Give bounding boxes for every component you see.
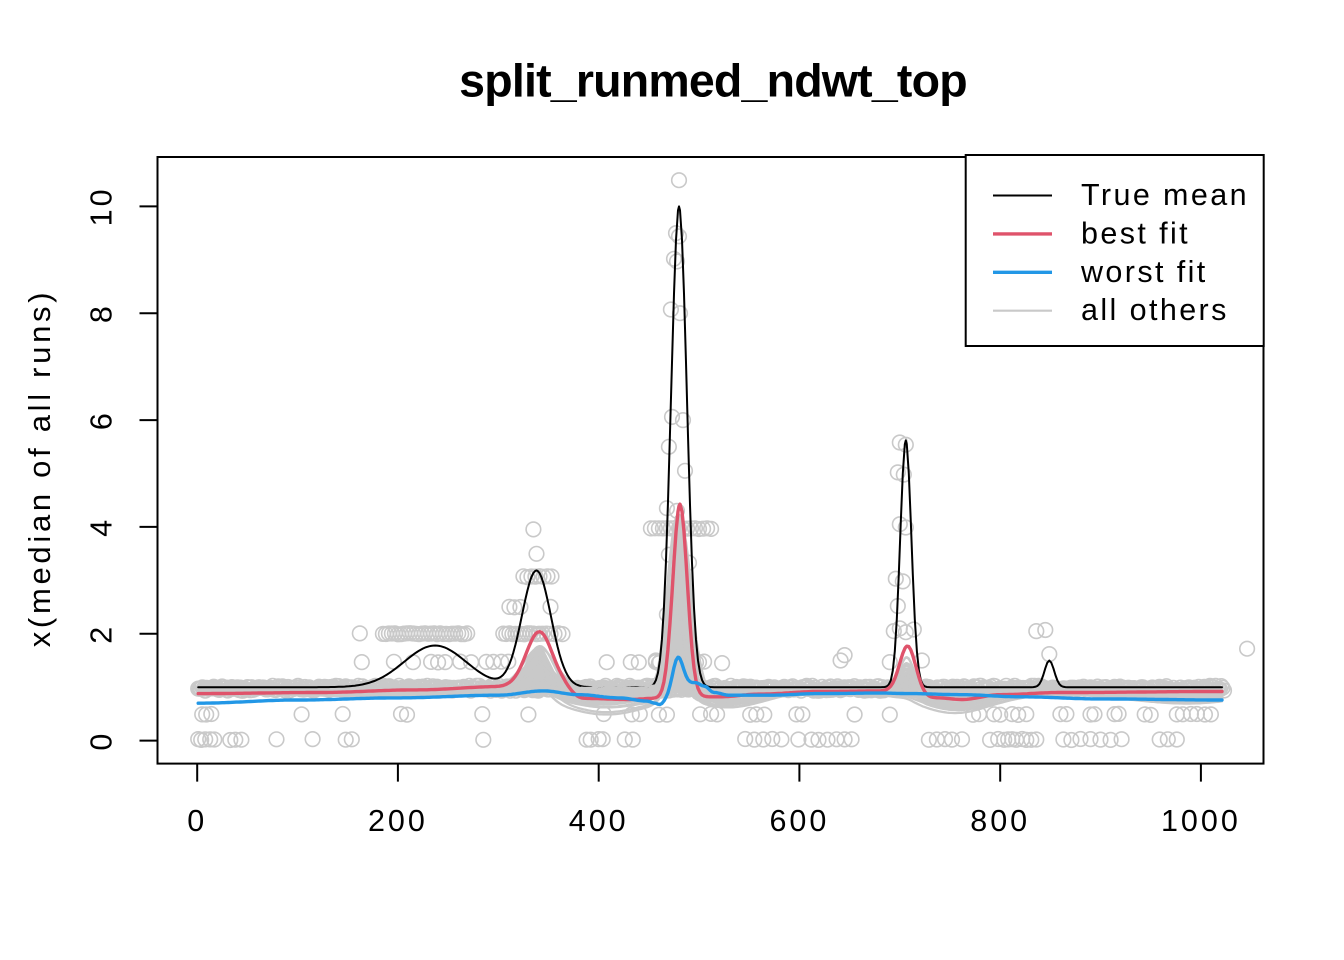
svg-text:2: 2 <box>85 624 119 644</box>
svg-text:True mean: True mean <box>1081 178 1249 212</box>
svg-text:split_runmed_ndwt_top: split_runmed_ndwt_top <box>459 55 967 107</box>
svg-text:worst fit: worst fit <box>1080 255 1208 289</box>
svg-text:10: 10 <box>85 186 119 226</box>
svg-text:0: 0 <box>187 804 207 838</box>
svg-text:200: 200 <box>368 804 428 838</box>
svg-text:all others: all others <box>1081 293 1229 327</box>
svg-text:4: 4 <box>85 517 119 537</box>
svg-text:8: 8 <box>85 303 119 323</box>
svg-text:400: 400 <box>569 804 629 838</box>
svg-text:1000: 1000 <box>1161 804 1241 838</box>
svg-text:6: 6 <box>85 410 119 430</box>
svg-text:600: 600 <box>769 804 829 838</box>
svg-text:0: 0 <box>85 731 119 751</box>
svg-text:800: 800 <box>970 804 1030 838</box>
svg-text:x(median of all runs): x(median of all runs) <box>22 289 57 648</box>
svg-text:best fit: best fit <box>1081 216 1190 250</box>
